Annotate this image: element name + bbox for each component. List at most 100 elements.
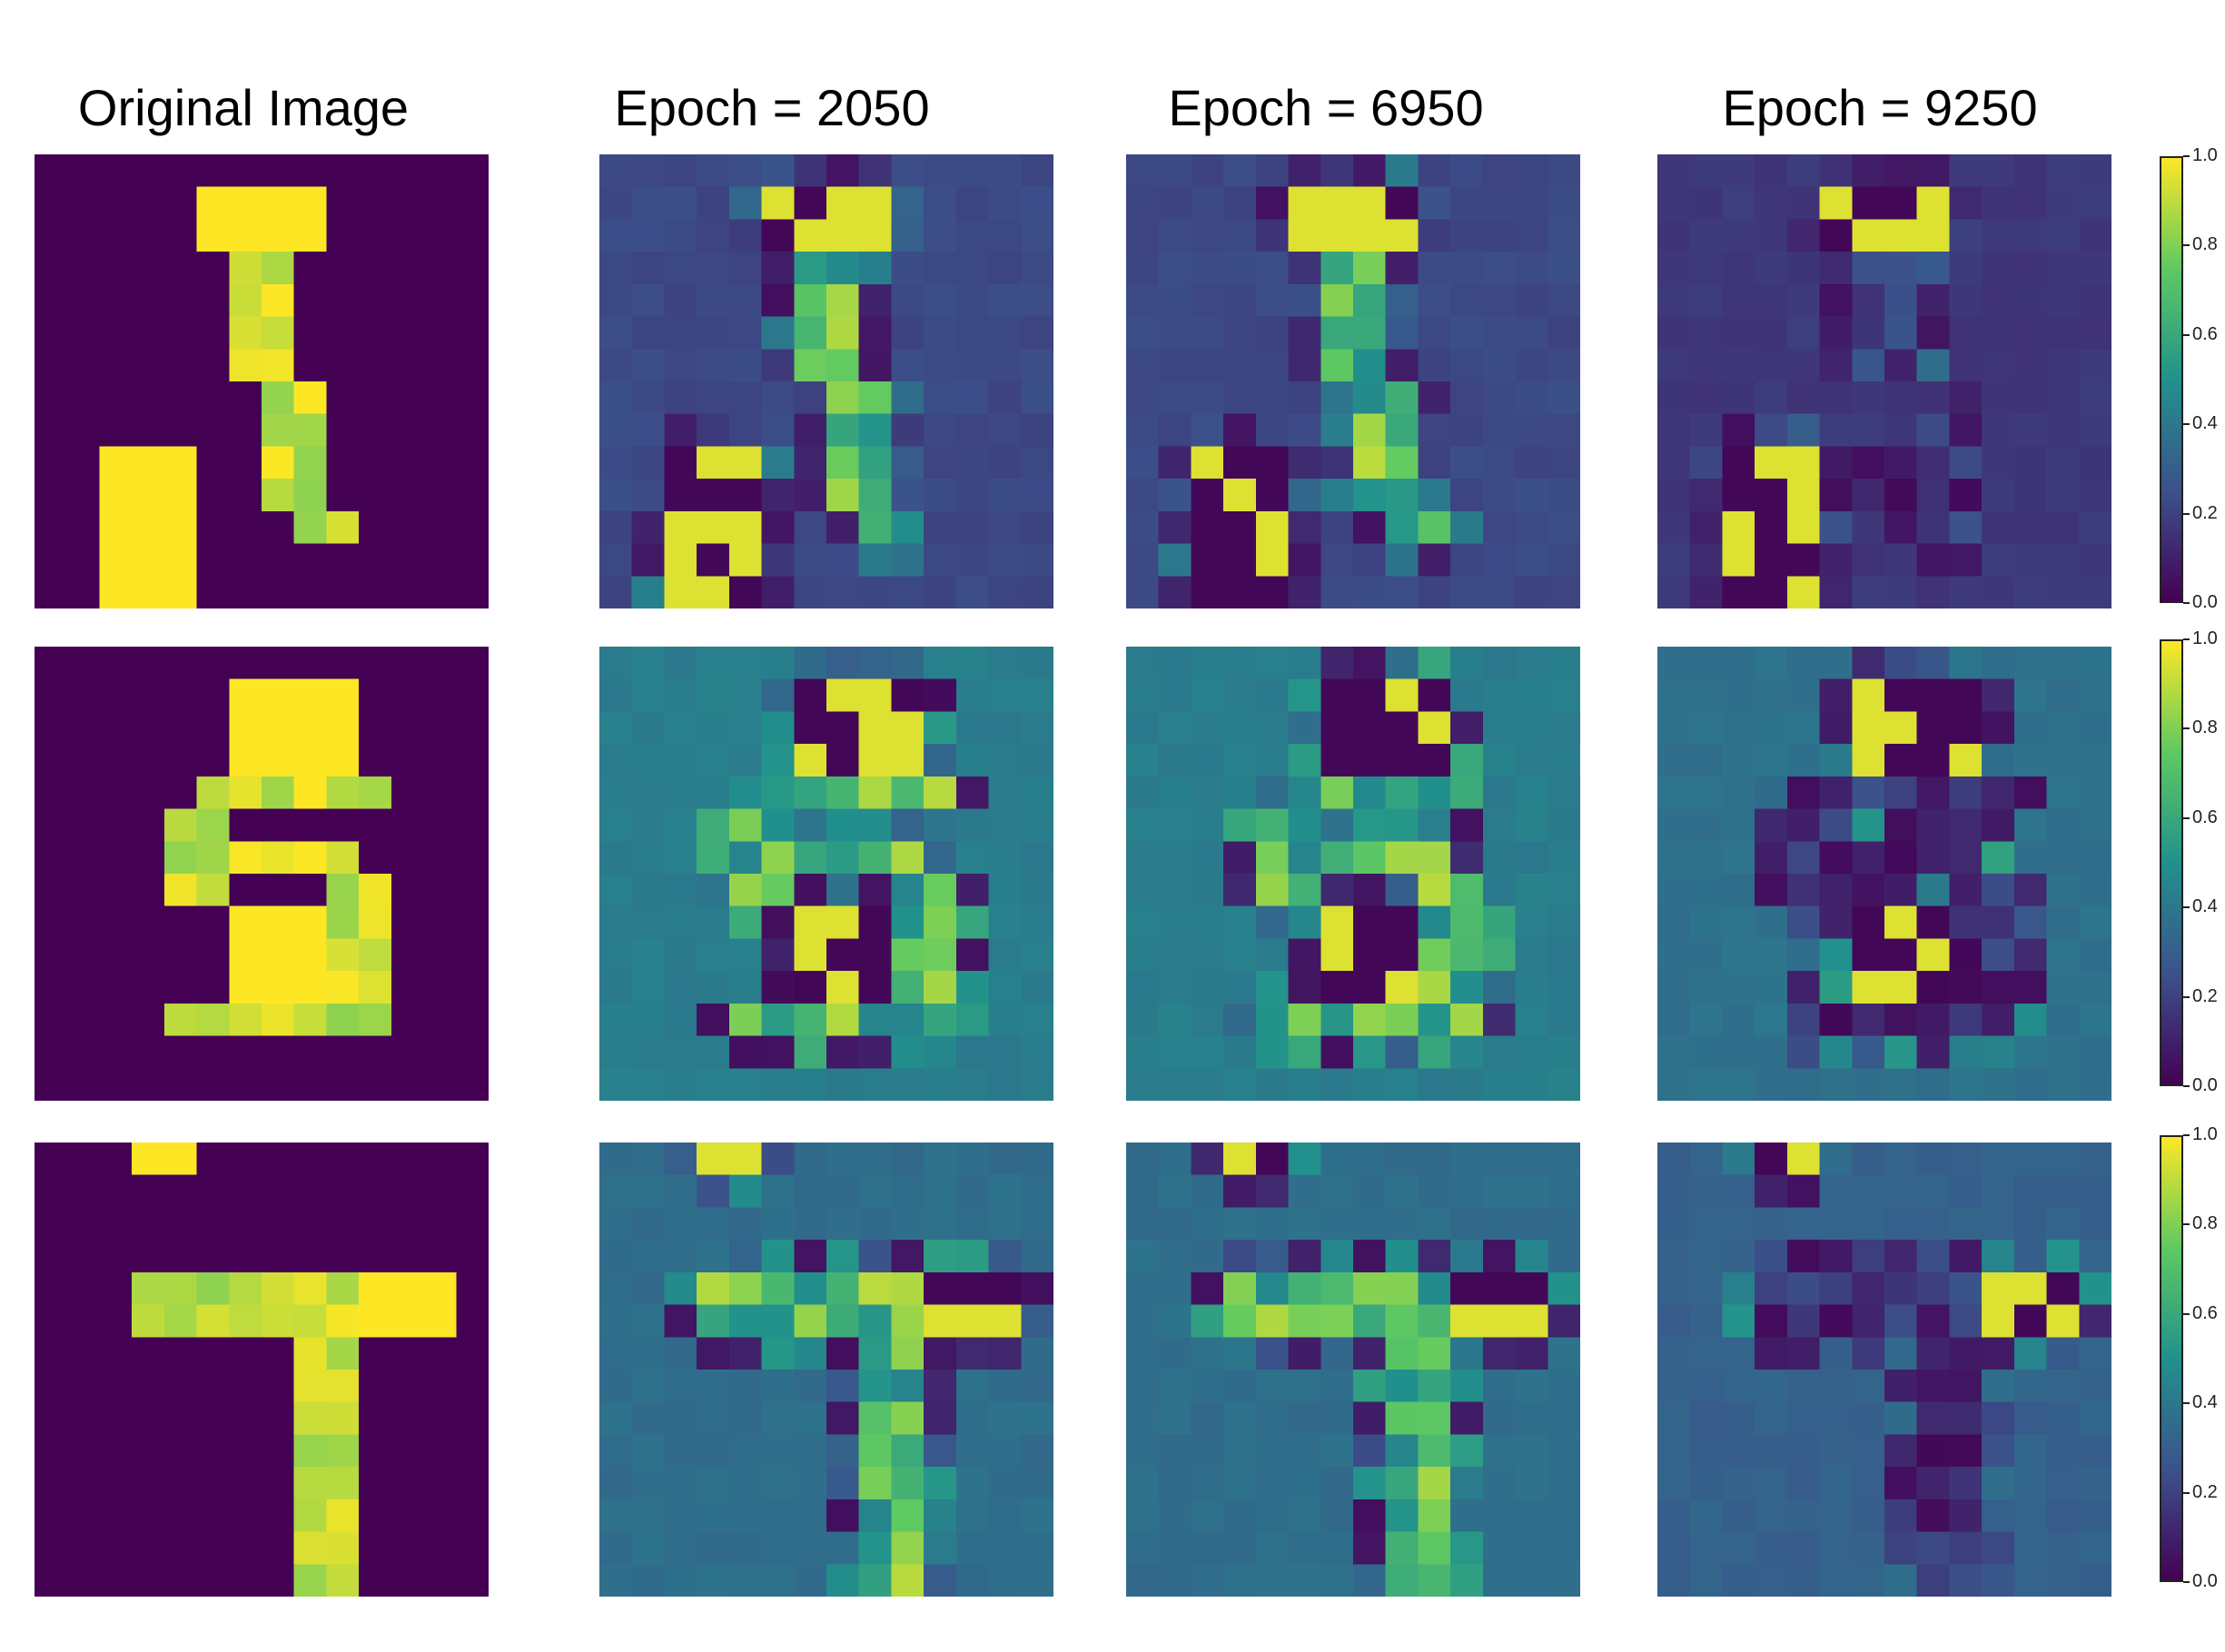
heatmap-cell xyxy=(262,647,295,680)
heatmap-cell xyxy=(1786,647,1821,680)
heatmap-cell xyxy=(697,1467,730,1500)
heatmap-cell xyxy=(1982,1499,2015,1533)
colorbar-2 xyxy=(2160,639,2183,1086)
heatmap-cell xyxy=(1949,905,1983,940)
colorbar-tick-label: 0.2 xyxy=(2183,502,2218,523)
heatmap-cell xyxy=(132,874,165,907)
heatmap-cell xyxy=(955,1434,990,1468)
heatmap-cell xyxy=(664,219,697,252)
heatmap-cell xyxy=(1385,711,1419,745)
colorbar-tick-label: 1.0 xyxy=(2183,145,2218,165)
heatmap-cell xyxy=(1786,1068,1821,1101)
heatmap-cell xyxy=(163,446,198,480)
heatmap-cell xyxy=(1755,1143,1788,1176)
heatmap-cell xyxy=(1755,1271,1788,1306)
heatmap-cell xyxy=(1786,711,1821,745)
heatmap-cell xyxy=(1852,1143,1885,1176)
heatmap-cell xyxy=(599,1370,633,1403)
heatmap-cell xyxy=(1450,1068,1484,1101)
heatmap-cell xyxy=(826,711,860,745)
heatmap-cell xyxy=(1884,938,1918,972)
heatmap-cell xyxy=(1021,510,1053,545)
heatmap-cell xyxy=(955,1531,990,1565)
heatmap-cell xyxy=(2013,479,2048,512)
heatmap-cell xyxy=(728,349,763,382)
heatmap-cell xyxy=(1982,1304,2015,1338)
heatmap-cell xyxy=(955,1003,990,1037)
heatmap-cell xyxy=(262,1068,295,1101)
heatmap-cell xyxy=(2079,154,2111,188)
heatmap-cell xyxy=(229,808,262,842)
heatmap-cell xyxy=(1353,1401,1387,1436)
heatmap-cell xyxy=(1689,1434,1724,1468)
heatmap-cell xyxy=(924,576,957,608)
heatmap-cell xyxy=(262,252,295,285)
heatmap-cell xyxy=(1884,446,1918,480)
heatmap-cell xyxy=(1949,938,1983,972)
heatmap-cell xyxy=(697,1068,730,1101)
heatmap-cell xyxy=(1021,1304,1053,1338)
heatmap-cell xyxy=(1482,316,1517,350)
heatmap-cell xyxy=(1223,1068,1257,1101)
heatmap-cell xyxy=(1916,283,1951,318)
heatmap-cell xyxy=(1819,647,1853,680)
heatmap-cell xyxy=(2046,510,2080,545)
heatmap-cell xyxy=(826,808,860,842)
heatmap-cell xyxy=(599,841,633,875)
heatmap-cell xyxy=(1255,1068,1290,1101)
heatmap-cell xyxy=(293,381,328,415)
heatmap-cell xyxy=(1158,1035,1192,1069)
heatmap-panel-r1-c4 xyxy=(1657,154,2111,608)
heatmap-cell xyxy=(1689,543,1724,577)
heatmap-cell xyxy=(2013,1531,2048,1565)
heatmap-cell xyxy=(1320,219,1354,252)
heatmap-cell xyxy=(891,413,925,448)
colorbar-tick-label: 0.8 xyxy=(2183,1213,2218,1234)
heatmap-cell xyxy=(1191,186,1224,221)
heatmap-cell xyxy=(132,1531,165,1565)
heatmap-cell xyxy=(826,1207,860,1241)
heatmap-cell xyxy=(1819,1467,1853,1500)
heatmap-cell xyxy=(1021,219,1053,252)
heatmap-cell xyxy=(924,1003,957,1037)
heatmap-svg xyxy=(35,1143,489,1597)
heatmap-cell xyxy=(229,1564,262,1597)
heatmap-cell xyxy=(1755,446,1788,480)
heatmap-cell xyxy=(1982,841,2015,875)
heatmap-cell xyxy=(631,446,666,480)
heatmap-cell xyxy=(262,1143,295,1176)
heatmap-cell xyxy=(761,1174,795,1209)
heatmap-cell xyxy=(924,808,957,842)
heatmap-cell xyxy=(132,219,165,252)
colorbar-tick-label: 0.6 xyxy=(2183,1302,2218,1323)
heatmap-cell xyxy=(262,711,295,745)
heatmap-cell xyxy=(326,744,360,777)
heatmap-cell xyxy=(761,1531,795,1565)
heatmap-cell xyxy=(988,1499,1022,1533)
heatmap-cell xyxy=(2013,678,2048,713)
heatmap-cell xyxy=(1515,543,1548,577)
heatmap-cell xyxy=(1158,971,1192,1004)
heatmap-cell xyxy=(456,510,489,545)
heatmap-cell xyxy=(1353,1207,1387,1241)
heatmap-cell xyxy=(728,647,763,680)
heatmap-cell xyxy=(858,874,893,907)
heatmap-cell xyxy=(456,219,489,252)
heatmap-cell xyxy=(1515,808,1548,842)
heatmap-cell xyxy=(1223,252,1257,285)
heatmap-cell xyxy=(1786,938,1821,972)
heatmap-cell xyxy=(924,938,957,972)
heatmap-cell xyxy=(697,1531,730,1565)
heatmap-cell xyxy=(1482,1531,1517,1565)
heatmap-cell xyxy=(423,1401,458,1436)
heatmap-cell xyxy=(664,1531,697,1565)
heatmap-cell xyxy=(229,1271,262,1306)
heatmap-cell xyxy=(891,711,925,745)
heatmap-cell xyxy=(794,776,827,810)
heatmap-cell xyxy=(1722,154,1755,188)
heatmap-cell xyxy=(326,841,360,875)
heatmap-cell xyxy=(391,971,425,1004)
heatmap-cell xyxy=(1450,446,1484,480)
heatmap-cell xyxy=(1786,1564,1821,1597)
heatmap-cell xyxy=(826,1003,860,1037)
